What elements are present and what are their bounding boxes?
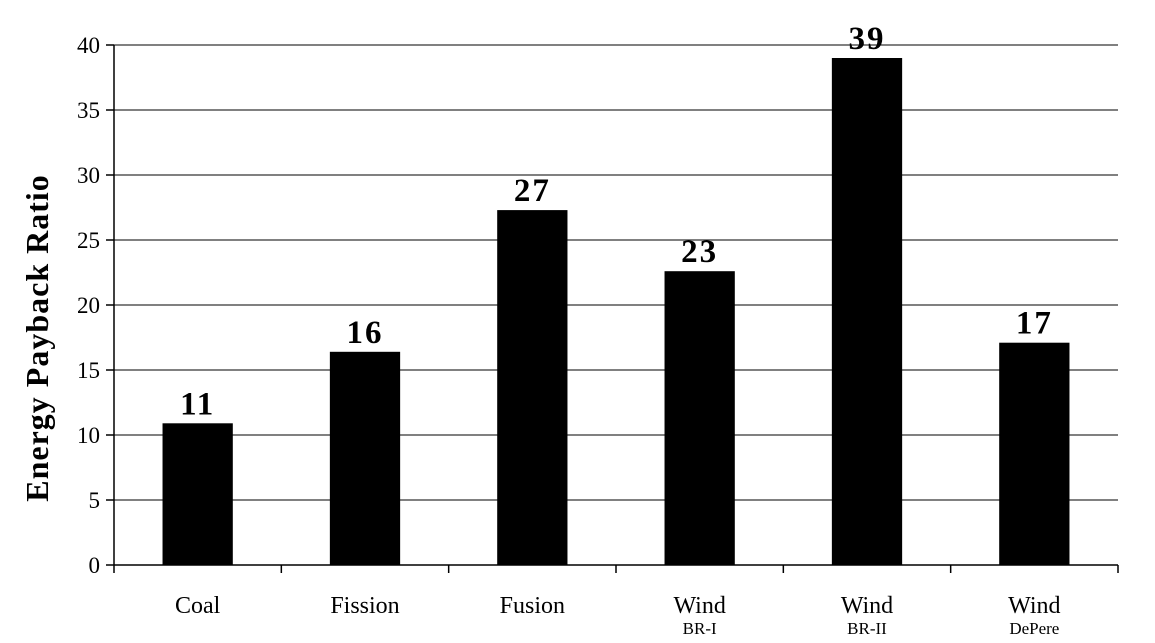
bar — [664, 271, 735, 565]
bars — [162, 58, 1070, 565]
x-category-label: Coal — [175, 593, 221, 619]
y-axis-title: Energy Payback Ratio — [19, 174, 55, 502]
y-tick-label: 15 — [77, 358, 100, 383]
x-category-label: Wind — [673, 593, 725, 619]
data-label: 17 — [1016, 306, 1053, 342]
y-tick-label: 5 — [89, 488, 101, 513]
y-tick-label: 10 — [77, 423, 100, 448]
y-tick-label: 35 — [77, 98, 100, 123]
data-label: 16 — [347, 315, 384, 351]
y-tick-label: 0 — [89, 553, 101, 578]
x-tick-marks — [113, 565, 1119, 573]
x-category-label: Wind — [841, 593, 893, 619]
y-tick-label: 30 — [77, 163, 100, 188]
data-labels: 11 16 27 23 39 17 — [180, 21, 1053, 422]
x-category-label: Fusion — [500, 593, 565, 619]
y-tick-labels: 0 5 10 15 20 25 30 35 40 — [77, 33, 114, 578]
bar — [329, 351, 401, 565]
bar — [999, 342, 1070, 565]
x-category-sublabel: BR-II — [847, 619, 887, 638]
gridlines — [114, 44, 1118, 501]
data-label: 11 — [180, 386, 215, 422]
bar — [162, 423, 233, 565]
x-category-label: Fission — [330, 593, 399, 619]
bar — [497, 210, 568, 565]
x-category-label: Wind — [1008, 593, 1060, 619]
x-category-sublabel: BR-I — [683, 619, 717, 638]
y-tick-label: 25 — [77, 228, 100, 253]
data-label: 39 — [849, 21, 886, 57]
x-category-labels: Coal Fission Fusion WindBR-IWindBR-IIWindDe… — [175, 593, 1061, 638]
y-tick-label: 20 — [77, 293, 100, 318]
x-category-sublabel: DePere — [1009, 619, 1059, 638]
y-tick-label: 40 — [77, 33, 100, 58]
data-label: 27 — [514, 173, 551, 209]
data-label: 23 — [681, 234, 718, 270]
bar — [831, 58, 903, 565]
